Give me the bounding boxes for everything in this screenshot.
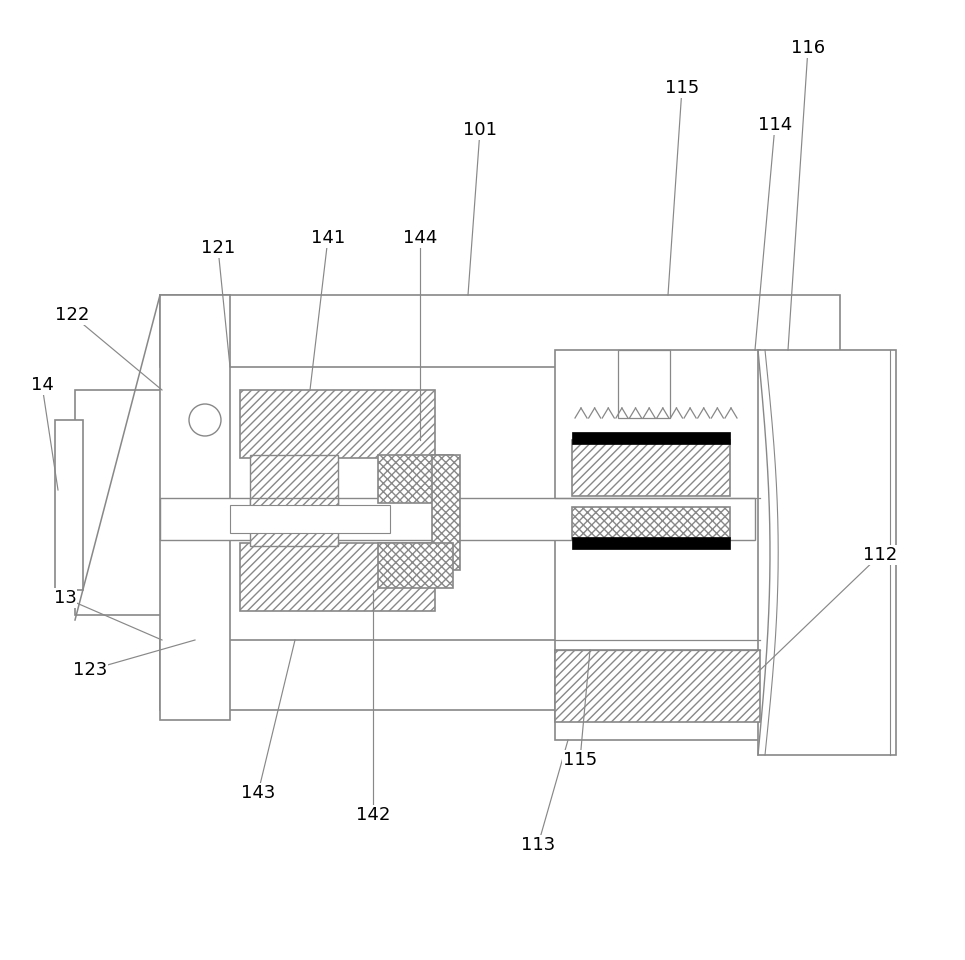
Text: 115: 115 xyxy=(563,751,597,769)
Bar xyxy=(432,455,460,570)
Text: 112: 112 xyxy=(863,546,897,564)
Bar xyxy=(160,295,230,720)
Bar xyxy=(160,498,755,540)
Bar xyxy=(240,390,435,458)
Text: 144: 144 xyxy=(402,229,437,247)
Text: 143: 143 xyxy=(241,784,275,802)
Text: 101: 101 xyxy=(463,121,497,139)
Text: 13: 13 xyxy=(54,589,76,607)
Text: 142: 142 xyxy=(356,806,390,824)
Bar xyxy=(230,505,390,533)
Bar xyxy=(250,498,338,546)
Text: 121: 121 xyxy=(201,239,235,257)
Bar xyxy=(160,295,840,367)
Bar xyxy=(378,543,453,588)
Bar xyxy=(572,507,730,539)
Bar xyxy=(555,350,760,740)
Bar xyxy=(618,350,670,418)
Bar xyxy=(160,640,840,710)
Bar xyxy=(378,455,453,503)
Text: 14: 14 xyxy=(31,376,53,394)
Bar xyxy=(572,432,730,444)
Bar xyxy=(555,650,760,722)
Bar xyxy=(250,455,338,505)
Bar xyxy=(75,390,165,615)
Text: 122: 122 xyxy=(55,306,89,324)
Text: 113: 113 xyxy=(521,836,555,854)
Bar xyxy=(55,420,83,590)
Text: 115: 115 xyxy=(665,79,699,97)
Bar xyxy=(240,543,435,611)
Text: 116: 116 xyxy=(791,39,825,57)
Text: 123: 123 xyxy=(72,661,107,679)
Bar xyxy=(758,350,896,755)
Bar xyxy=(572,440,730,496)
Bar xyxy=(572,537,730,549)
Text: 141: 141 xyxy=(311,229,345,247)
Text: 114: 114 xyxy=(758,116,792,134)
